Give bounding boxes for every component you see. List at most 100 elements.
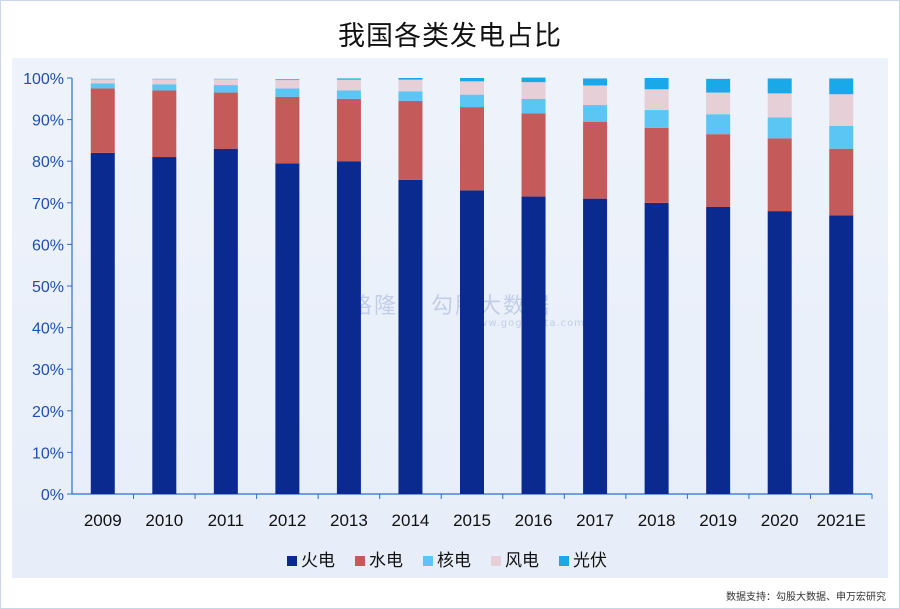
legend-swatch — [287, 556, 297, 566]
x-tick-label: 2021E — [817, 511, 866, 530]
bar-segment — [521, 196, 546, 494]
bar-segment — [398, 91, 423, 101]
y-tick-label: 60% — [32, 237, 64, 254]
bar-segment — [583, 78, 608, 86]
legend-label: 火电 — [301, 551, 335, 571]
legend-label: 水电 — [369, 551, 403, 571]
y-tick-label: 80% — [32, 154, 64, 171]
bar-segment — [767, 117, 792, 139]
x-tick-label: 2018 — [638, 511, 676, 530]
bar-segment — [275, 80, 300, 89]
bar-segment — [275, 163, 300, 494]
legend-swatch — [423, 556, 433, 566]
bar-segment — [398, 100, 423, 180]
bar-segment — [644, 127, 669, 203]
bar-segment — [213, 92, 238, 149]
bar-segment — [644, 202, 669, 495]
bar-segment — [706, 206, 731, 494]
bar-segment — [767, 138, 792, 212]
bar-segment — [90, 152, 115, 494]
bar-segment — [213, 85, 238, 93]
bar-segment — [460, 78, 484, 82]
bar-segment — [521, 98, 546, 114]
bar-segment — [398, 179, 423, 495]
y-tick-label: 50% — [32, 279, 64, 296]
legend-label: 光伏 — [573, 551, 607, 571]
bar-segment — [460, 81, 484, 95]
legend-label: 风电 — [505, 551, 539, 571]
bar-segment — [706, 134, 731, 207]
y-tick-label: 40% — [32, 321, 64, 338]
y-tick-label: 90% — [32, 113, 64, 130]
bar-segment — [275, 88, 300, 97]
bar-segment — [213, 79, 238, 86]
bar-segment — [398, 78, 423, 80]
bar-segment — [829, 78, 854, 95]
chart-title: 我国各类发电占比 — [338, 21, 562, 52]
bar-segment — [152, 157, 177, 495]
x-tick-label: 2019 — [699, 511, 737, 530]
bar-segment — [829, 148, 854, 216]
bar-segment — [706, 114, 731, 135]
bar-segment — [152, 90, 177, 158]
bar-segment — [460, 94, 484, 108]
x-tick-label: 2020 — [761, 511, 799, 530]
legend: 火电 水电 核电 风电 光伏 — [287, 551, 607, 571]
bar-segment — [336, 161, 361, 494]
y-tick-label: 20% — [32, 404, 64, 421]
y-tick-label: 10% — [32, 445, 64, 462]
y-tick-label: 0% — [41, 487, 64, 504]
legend-swatch — [559, 556, 569, 566]
legend-swatch — [491, 556, 501, 566]
bar-segment — [336, 98, 361, 162]
bar-segment — [644, 110, 669, 128]
bar-segment — [767, 93, 792, 118]
bar-segment — [90, 88, 115, 153]
bar-segment — [521, 77, 546, 83]
y-tick-label: 100% — [23, 71, 64, 88]
bar-segment — [90, 83, 115, 89]
y-ticks: 0% 10% 20% 30% 40% 50% 60% 70% 80% 90% 100% — [23, 71, 72, 504]
bar-segment — [398, 79, 423, 92]
x-tick-labels: 2009 2010 2011 2012 2013 2014 2015 2016 2017 2018… — [84, 494, 873, 530]
x-tick-label: 2017 — [576, 511, 614, 530]
bar-segment — [706, 78, 731, 93]
x-tick-label: 2012 — [268, 511, 306, 530]
bar-segment — [152, 84, 177, 91]
x-tick-label: 2010 — [145, 511, 183, 530]
bar-segment — [521, 113, 546, 197]
bar-segment — [460, 107, 484, 191]
bar-segment — [336, 90, 361, 99]
bars — [90, 77, 854, 495]
bar-segment — [829, 94, 854, 126]
y-tick-label: 30% — [32, 362, 64, 379]
bar-segment — [767, 78, 792, 94]
x-tick-label: 2011 — [208, 511, 245, 530]
x-tick-label: 2009 — [84, 511, 122, 530]
bar-segment — [460, 190, 484, 494]
x-tick-label: 2014 — [392, 511, 430, 530]
bar-segment — [336, 79, 361, 91]
bar-segment — [90, 79, 115, 84]
bar-segment — [583, 105, 608, 122]
bar-segment — [644, 78, 669, 90]
legend-label: 核电 — [437, 551, 471, 571]
x-tick-label: 2015 — [453, 511, 491, 530]
bar-segment — [275, 79, 300, 81]
bar-segment — [213, 148, 238, 494]
bar-segment — [275, 96, 300, 164]
y-tick-label: 70% — [32, 196, 64, 213]
bar-segment — [644, 89, 669, 111]
bar-segment — [583, 198, 608, 494]
legend-swatch — [355, 556, 365, 566]
bar-segment — [336, 78, 361, 80]
bar-segment — [583, 85, 608, 106]
source-note: 数据支持：勾股大数据、申万宏研究 — [726, 592, 886, 603]
watermark-text: 格隆汇 勾股大数据 — [350, 294, 551, 319]
bar-segment — [829, 125, 854, 149]
bar-segment — [829, 215, 854, 494]
x-tick-label: 2016 — [515, 511, 553, 530]
bar-segment — [767, 211, 792, 494]
bar-segment — [152, 79, 177, 85]
